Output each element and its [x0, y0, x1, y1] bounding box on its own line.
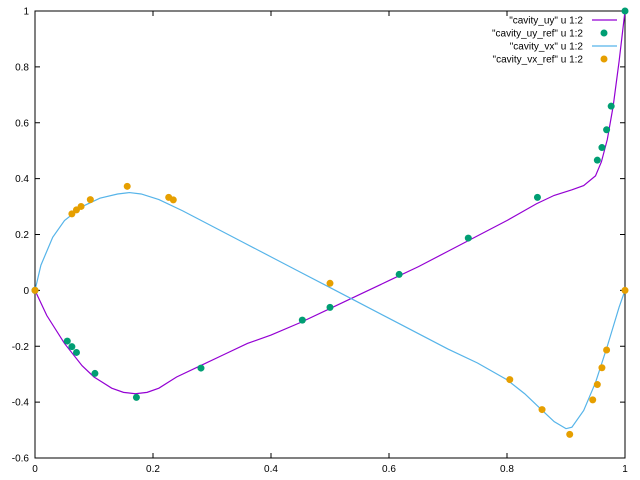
data-point — [132, 393, 140, 401]
legend-label: "cavity_uy" u 1:2 — [509, 16, 583, 27]
plot-border — [34, 10, 626, 459]
series-line-2 — [34, 191, 626, 430]
x-tick-label: 0.2 — [146, 464, 160, 475]
x-tick-label: 0 — [32, 464, 38, 475]
y-tick-label: 1 — [23, 7, 29, 18]
data-point — [506, 376, 514, 384]
y-tick-label: 0.8 — [15, 62, 29, 73]
x-tick-label: 1 — [622, 464, 628, 475]
data-point — [197, 364, 205, 372]
series-line-0 — [34, 10, 626, 395]
data-point — [538, 406, 546, 414]
data-point — [598, 364, 606, 372]
data-point — [63, 337, 71, 345]
axis-ticks — [34, 10, 626, 459]
series-layer — [31, 7, 629, 438]
data-point — [593, 381, 601, 389]
data-point — [77, 202, 85, 210]
legend-point-swatch — [600, 29, 608, 37]
data-point — [607, 102, 615, 110]
x-tick-label: 0.6 — [382, 464, 396, 475]
axis-tick-labels: 0 0.2 0.4 0.6 0.8 1 -0.6 -0.4 -0.2 0 0.2 0.4 0.6 0.8 1 — [12, 7, 628, 476]
data-point — [603, 346, 611, 354]
data-point — [603, 126, 611, 134]
y-tick-label: 0.4 — [15, 174, 29, 185]
data-point — [621, 7, 629, 15]
data-point — [298, 316, 306, 324]
y-tick-label: -0.4 — [12, 398, 30, 409]
y-tick-label: -0.2 — [12, 342, 30, 353]
data-point — [598, 144, 606, 152]
y-tick-label: -0.6 — [12, 454, 30, 465]
data-point — [533, 193, 541, 201]
data-point — [326, 279, 334, 287]
data-point — [68, 210, 76, 218]
data-point — [86, 196, 94, 204]
data-point — [72, 348, 80, 356]
data-point — [593, 156, 601, 164]
data-point — [91, 369, 99, 377]
data-point — [326, 303, 334, 311]
data-point — [395, 270, 403, 278]
legend-label: "cavity_vx" u 1:2 — [510, 42, 584, 53]
legend: "cavity_uy" u 1:2 "cavity_uy_ref" u 1:2 "c… — [492, 16, 617, 66]
data-point — [464, 234, 472, 242]
data-point — [621, 286, 629, 294]
data-point — [68, 343, 76, 351]
data-point — [123, 182, 131, 190]
x-tick-label: 0.8 — [500, 464, 514, 475]
legend-point-swatch — [600, 55, 608, 63]
x-tick-label: 0.4 — [264, 464, 278, 475]
data-point — [31, 286, 39, 294]
legend-label: "cavity_vx_ref" u 1:2 — [493, 55, 584, 66]
data-point — [566, 430, 574, 438]
data-point — [589, 396, 597, 404]
y-tick-label: 0.2 — [15, 230, 29, 241]
legend-label: "cavity_uy_ref" u 1:2 — [492, 29, 583, 40]
data-point — [169, 196, 177, 204]
y-tick-label: 0 — [23, 286, 29, 297]
y-tick-label: 0.6 — [15, 118, 29, 129]
